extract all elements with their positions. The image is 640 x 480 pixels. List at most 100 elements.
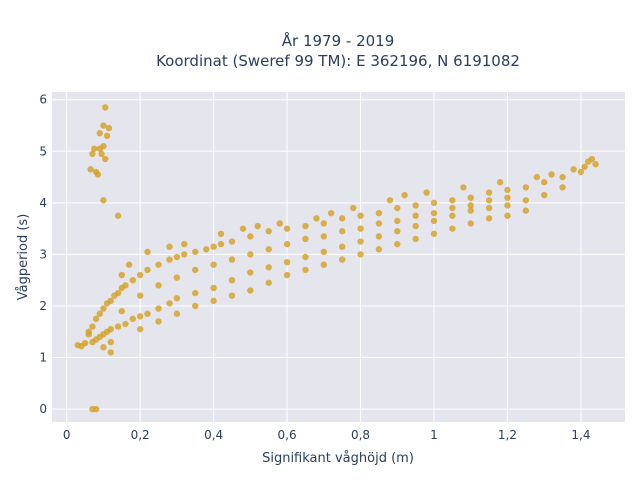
data-point: [485, 215, 493, 222]
y-tick-label: 5: [39, 144, 47, 158]
data-point: [103, 132, 111, 140]
data-point: [210, 243, 217, 250]
y-tick-label: 6: [39, 93, 47, 107]
data-point: [118, 271, 125, 279]
data-point: [107, 325, 114, 333]
data-point: [349, 204, 357, 212]
data-point: [504, 186, 511, 194]
data-point: [588, 155, 596, 163]
data-point: [107, 297, 114, 305]
data-point: [559, 173, 566, 181]
data-point: [247, 233, 254, 240]
data-point: [129, 277, 137, 284]
data-point: [338, 256, 346, 263]
data-point: [283, 225, 291, 232]
data-point: [129, 315, 137, 323]
data-point: [217, 240, 225, 248]
data-point: [192, 289, 199, 297]
data-point: [92, 405, 100, 413]
data-point: [102, 104, 109, 111]
data-point: [114, 323, 122, 330]
y-tick-label: 4: [39, 196, 47, 210]
data-point: [136, 271, 144, 279]
data-point: [302, 266, 309, 274]
data-point: [375, 233, 383, 240]
data-point: [203, 246, 210, 253]
data-point: [173, 274, 181, 281]
data-point: [357, 212, 364, 219]
data-point: [412, 222, 419, 230]
y-tick-label: 0: [39, 402, 47, 416]
data-point: [559, 184, 566, 191]
data-point: [302, 222, 309, 230]
data-point: [192, 302, 199, 310]
data-point: [210, 261, 217, 268]
data-point: [467, 194, 474, 201]
data-point: [105, 124, 113, 132]
data-point: [144, 248, 151, 256]
data-point: [100, 305, 107, 312]
x-tick-label: 1,4: [571, 428, 590, 442]
data-point: [430, 217, 438, 225]
data-point: [357, 251, 364, 258]
x-axis-title: Signifikant våghöjd (m): [262, 451, 414, 466]
data-point: [338, 243, 346, 250]
data-point: [449, 197, 456, 204]
data-point: [504, 194, 511, 201]
data-point: [533, 173, 541, 181]
data-point: [283, 258, 291, 266]
data-point: [276, 220, 283, 227]
data-point: [401, 191, 408, 199]
data-point: [320, 220, 328, 227]
data-point: [265, 246, 272, 253]
data-point: [394, 228, 401, 235]
data-point: [100, 122, 107, 129]
data-point: [89, 323, 96, 330]
data-point: [485, 189, 493, 196]
data-point: [338, 215, 346, 222]
data-point: [449, 204, 456, 212]
data-point: [173, 253, 181, 261]
data-point: [100, 142, 107, 150]
data-point: [485, 204, 493, 212]
data-point: [181, 240, 188, 248]
data-point: [96, 310, 103, 317]
data-point: [100, 344, 107, 351]
data-point: [89, 150, 96, 158]
data-point: [181, 251, 188, 258]
data-point: [302, 235, 309, 243]
data-point: [320, 233, 328, 240]
data-point: [375, 246, 383, 253]
data-point: [166, 256, 173, 263]
data-point: [228, 256, 236, 263]
data-point: [338, 228, 346, 235]
data-point: [94, 171, 102, 178]
chart-title-line-2: Koordinat (Sweref 99 TM): E 362196, N 61…: [156, 52, 520, 70]
data-point: [125, 261, 133, 268]
data-point: [155, 318, 162, 325]
data-point: [430, 230, 438, 237]
data-point: [504, 212, 511, 219]
y-tick-label: 2: [39, 299, 47, 313]
data-point: [136, 325, 144, 333]
data-point: [313, 215, 320, 222]
data-point: [394, 204, 401, 212]
data-point: [122, 282, 129, 289]
data-point: [228, 277, 236, 284]
data-point: [430, 209, 438, 217]
data-point: [522, 197, 530, 204]
data-point: [144, 310, 151, 317]
data-point: [192, 248, 199, 256]
x-axis-ticks: 0 0,2 0,4 0,6 0,8 1 1,2 1,4: [63, 428, 591, 442]
x-tick-label: 1: [430, 428, 438, 442]
data-point: [210, 284, 217, 292]
data-point: [102, 155, 109, 163]
chart-title-line-1: År 1979 - 2019: [282, 31, 395, 50]
data-point: [166, 300, 173, 307]
x-tick-label: 0,8: [351, 428, 370, 442]
data-point: [283, 271, 291, 279]
data-point: [173, 295, 181, 302]
data-point: [540, 179, 548, 186]
plot-area: [52, 92, 625, 422]
